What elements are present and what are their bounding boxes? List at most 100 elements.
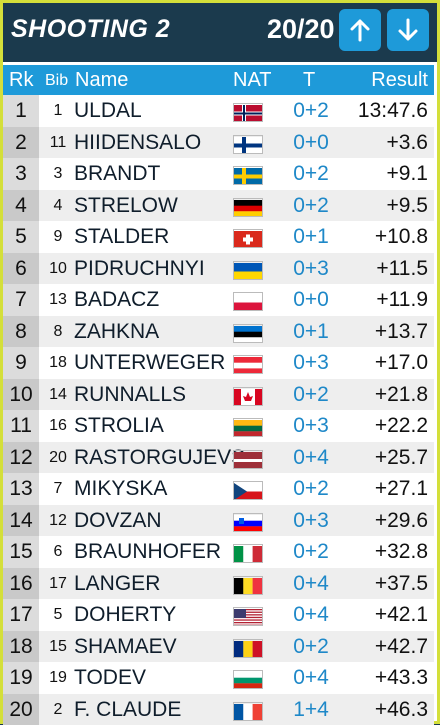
rank-cell: 4 — [3, 190, 39, 222]
bib-cell: 11 — [43, 127, 73, 158]
flag-icon — [233, 355, 263, 374]
shooting-cell: 0+4 — [281, 599, 341, 630]
column-rank: Rk — [9, 69, 33, 92]
shooting-cell: 0+4 — [281, 662, 341, 693]
shooting-cell: 0+2 — [281, 631, 341, 662]
shooting-cell: 0+2 — [281, 190, 341, 221]
scroll-down-button[interactable] — [387, 9, 429, 51]
bib-cell: 3 — [43, 158, 73, 189]
flag-icon — [233, 261, 263, 280]
flag-icon — [233, 481, 263, 500]
page-counter: 20/20 — [267, 14, 335, 45]
result-cell: +25.7 — [375, 442, 428, 473]
rank-cell: 12 — [3, 442, 39, 474]
athlete-name: PIDRUCHNYI — [74, 253, 205, 284]
shooting-cell: 0+4 — [281, 568, 341, 599]
rank-cell: 11 — [3, 410, 39, 442]
rank-cell: 10 — [3, 379, 39, 411]
athlete-name: BADACZ — [74, 284, 159, 315]
bib-cell: 8 — [43, 316, 73, 347]
bib-cell: 12 — [43, 505, 73, 536]
header-bar: SHOOTING 2 20/20 — [0, 0, 440, 62]
flag-icon — [233, 103, 263, 122]
result-cell: +37.5 — [375, 568, 428, 599]
athlete-name: F. CLAUDE — [74, 694, 181, 725]
rank-cell: 17 — [3, 599, 39, 631]
bib-cell: 1 — [43, 95, 73, 126]
bib-cell: 14 — [43, 379, 73, 410]
flag-icon — [233, 418, 263, 437]
result-cell: 13:47.6 — [358, 95, 428, 126]
shooting-cell: 0+1 — [281, 221, 341, 252]
rank-cell: 3 — [3, 158, 39, 190]
result-cell: +27.1 — [375, 473, 428, 504]
bib-cell: 7 — [43, 473, 73, 504]
shooting-cell: 0+3 — [281, 410, 341, 441]
flag-icon — [233, 292, 263, 311]
rank-cell: 19 — [3, 662, 39, 694]
rank-cell: 13 — [3, 473, 39, 505]
scroll-up-button[interactable] — [339, 9, 381, 51]
bib-cell: 4 — [43, 190, 73, 221]
rank-cell: 20 — [3, 694, 39, 725]
athlete-name: DOHERTY — [74, 599, 176, 630]
athlete-name: RASTORGUJEVS — [74, 442, 245, 473]
flag-icon — [233, 166, 263, 185]
rank-cell: 8 — [3, 316, 39, 348]
athlete-name: DOVZAN — [74, 505, 162, 536]
result-cell: +46.3 — [375, 694, 428, 725]
athlete-name: STRELOW — [74, 190, 178, 221]
flag-icon — [233, 670, 263, 689]
result-cell: +21.8 — [375, 379, 428, 410]
page-title: SHOOTING 2 — [11, 15, 170, 44]
rank-cell: 7 — [3, 284, 39, 316]
result-cell: +43.3 — [375, 662, 428, 693]
rank-cell: 14 — [3, 505, 39, 537]
column-header: Rk Bib Name NAT T Result — [3, 65, 434, 95]
result-cell: +3.6 — [387, 127, 428, 158]
bib-cell: 13 — [43, 284, 73, 315]
athlete-name: HIIDENSALO — [74, 127, 201, 158]
shooting-cell: 0+1 — [281, 316, 341, 347]
flag-icon — [233, 135, 263, 154]
flag-icon — [233, 576, 263, 595]
shooting-cell: 0+0 — [281, 127, 341, 158]
rank-cell: 6 — [3, 253, 39, 285]
shooting-cell: 0+2 — [281, 95, 341, 126]
flag-icon — [233, 450, 263, 469]
flag-icon — [233, 198, 263, 217]
bib-cell: 19 — [43, 662, 73, 693]
bib-cell: 17 — [43, 568, 73, 599]
column-name: Name — [75, 69, 128, 92]
shooting-cell: 1+4 — [281, 694, 341, 725]
shooting-cell: 0+2 — [281, 379, 341, 410]
column-shooting: T — [303, 69, 315, 92]
flag-icon — [233, 639, 263, 658]
flag-icon — [233, 607, 263, 626]
athlete-name: BRAUNHOFER — [74, 536, 221, 567]
result-cell: +42.1 — [375, 599, 428, 630]
athlete-name: TODEV — [74, 662, 146, 693]
athlete-name: STALDER — [74, 221, 169, 252]
athlete-name: STROLIA — [74, 410, 164, 441]
